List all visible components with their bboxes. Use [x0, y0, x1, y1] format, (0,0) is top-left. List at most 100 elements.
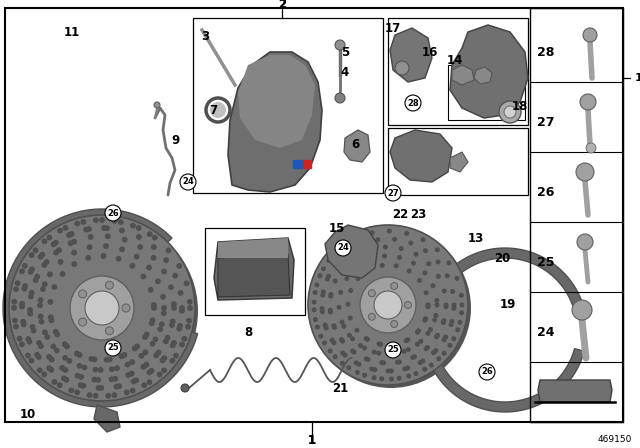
- Circle shape: [33, 248, 38, 253]
- Circle shape: [180, 174, 196, 190]
- Circle shape: [388, 229, 391, 233]
- Circle shape: [87, 227, 91, 231]
- Circle shape: [451, 290, 454, 293]
- Circle shape: [332, 324, 335, 327]
- Circle shape: [12, 299, 17, 304]
- Circle shape: [109, 377, 114, 382]
- Circle shape: [435, 298, 438, 302]
- Polygon shape: [390, 130, 452, 182]
- Circle shape: [586, 143, 596, 153]
- Circle shape: [136, 226, 141, 230]
- Circle shape: [365, 337, 369, 341]
- Circle shape: [184, 281, 189, 285]
- Circle shape: [125, 390, 129, 395]
- Circle shape: [161, 295, 165, 299]
- Circle shape: [172, 306, 176, 310]
- Text: 7: 7: [209, 103, 217, 116]
- Circle shape: [117, 384, 122, 388]
- Circle shape: [371, 231, 374, 235]
- Circle shape: [165, 336, 170, 340]
- Circle shape: [445, 274, 449, 278]
- Circle shape: [35, 353, 39, 357]
- Circle shape: [328, 309, 332, 312]
- Circle shape: [170, 358, 175, 363]
- Circle shape: [368, 290, 375, 297]
- Circle shape: [392, 352, 396, 355]
- Circle shape: [354, 237, 357, 240]
- Circle shape: [357, 362, 361, 366]
- Text: 20: 20: [494, 251, 510, 264]
- Circle shape: [395, 61, 409, 75]
- Circle shape: [180, 342, 184, 347]
- Circle shape: [352, 350, 356, 354]
- Circle shape: [342, 324, 346, 328]
- Circle shape: [22, 263, 27, 268]
- Circle shape: [337, 306, 341, 309]
- Circle shape: [177, 264, 182, 268]
- Circle shape: [172, 340, 176, 345]
- Circle shape: [328, 349, 332, 353]
- Circle shape: [393, 343, 396, 346]
- Circle shape: [35, 274, 40, 279]
- Circle shape: [577, 234, 593, 250]
- Circle shape: [382, 361, 385, 365]
- Circle shape: [377, 351, 380, 355]
- Circle shape: [144, 362, 148, 367]
- Circle shape: [355, 361, 358, 365]
- Circle shape: [170, 343, 175, 348]
- Circle shape: [363, 373, 366, 377]
- Circle shape: [106, 281, 113, 289]
- Circle shape: [135, 344, 140, 349]
- Circle shape: [150, 342, 155, 346]
- Circle shape: [333, 279, 337, 283]
- Circle shape: [576, 163, 594, 181]
- Text: 10: 10: [20, 409, 36, 422]
- Circle shape: [14, 324, 18, 329]
- Circle shape: [340, 339, 344, 343]
- Circle shape: [426, 303, 430, 307]
- Circle shape: [391, 343, 395, 346]
- Circle shape: [312, 308, 316, 312]
- Text: 9: 9: [171, 134, 179, 146]
- Circle shape: [435, 303, 439, 307]
- Circle shape: [383, 245, 387, 249]
- Circle shape: [444, 303, 448, 307]
- Circle shape: [356, 370, 359, 374]
- Circle shape: [15, 281, 20, 285]
- Circle shape: [383, 254, 387, 258]
- Polygon shape: [390, 28, 432, 82]
- Circle shape: [85, 291, 119, 325]
- Circle shape: [313, 291, 317, 294]
- Circle shape: [38, 368, 42, 372]
- Circle shape: [22, 322, 26, 327]
- Circle shape: [49, 368, 54, 372]
- Circle shape: [9, 215, 195, 401]
- Circle shape: [442, 338, 446, 341]
- Circle shape: [324, 326, 328, 330]
- Circle shape: [20, 302, 24, 306]
- Circle shape: [87, 393, 92, 397]
- Circle shape: [431, 284, 435, 288]
- Circle shape: [429, 363, 433, 367]
- Circle shape: [28, 270, 33, 274]
- Circle shape: [411, 356, 415, 359]
- Circle shape: [152, 245, 156, 249]
- Circle shape: [156, 350, 161, 355]
- Circle shape: [455, 276, 459, 280]
- Circle shape: [162, 368, 166, 372]
- Circle shape: [148, 288, 153, 292]
- Circle shape: [159, 322, 164, 327]
- Circle shape: [47, 355, 51, 359]
- Circle shape: [125, 362, 130, 367]
- Circle shape: [92, 357, 97, 362]
- Circle shape: [164, 339, 168, 344]
- Circle shape: [319, 334, 323, 338]
- Text: 25: 25: [107, 344, 119, 353]
- Circle shape: [161, 358, 164, 362]
- Circle shape: [332, 341, 335, 345]
- Text: 1: 1: [308, 435, 316, 448]
- Circle shape: [79, 290, 86, 298]
- Circle shape: [75, 390, 79, 395]
- Circle shape: [321, 310, 324, 314]
- Circle shape: [132, 346, 137, 351]
